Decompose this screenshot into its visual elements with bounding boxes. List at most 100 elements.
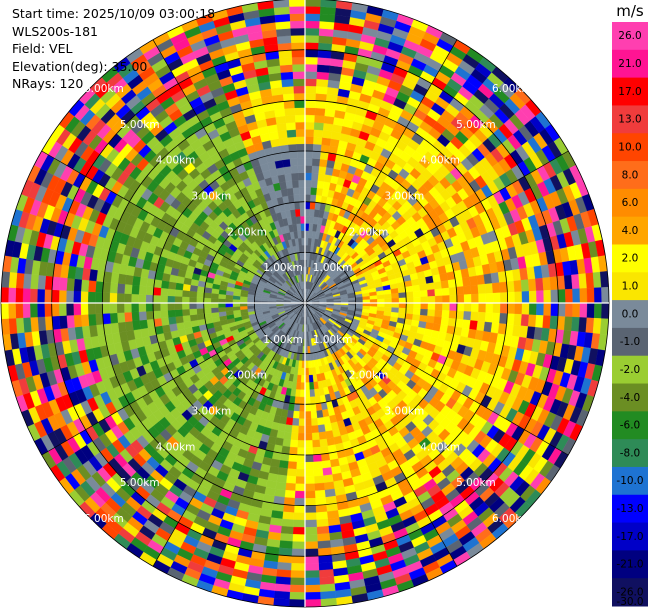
- velocity-gate: [295, 476, 306, 485]
- velocity-gate: [304, 483, 316, 492]
- velocity-gate: [527, 314, 537, 328]
- velocity-gate: [196, 291, 205, 298]
- velocity-gate: [316, 533, 331, 542]
- velocity-gate: [294, 483, 306, 492]
- velocity-gate: [279, 181, 288, 190]
- velocity-gate: [282, 93, 295, 102]
- velocity-gate: [304, 215, 310, 224]
- velocity-gate: [189, 290, 198, 298]
- velocity-gate: [288, 151, 298, 160]
- velocity-gate: [507, 302, 516, 315]
- velocity-gate: [239, 305, 248, 310]
- velocity-gate: [304, 172, 312, 181]
- velocity-gate: [293, 519, 306, 528]
- velocity-gate: [283, 497, 295, 506]
- velocity-gate: [311, 165, 320, 174]
- velocity-gate: [300, 215, 306, 224]
- velocity-gate: [405, 291, 414, 298]
- velocity-gate: [304, 526, 318, 535]
- velocity-gate: [168, 281, 177, 290]
- velocity-gate: [51, 289, 60, 304]
- velocity-gate: [304, 20, 320, 29]
- velocity-gate: [316, 78, 329, 88]
- velocity-gate: [586, 302, 595, 319]
- velocity-gate: [483, 273, 493, 285]
- velocity-gate: [601, 302, 610, 320]
- velocity-gate: [456, 302, 465, 312]
- velocity-gate: [279, 57, 293, 66]
- velocity-gate: [440, 317, 450, 326]
- velocity-gate: [420, 289, 429, 298]
- velocity-gate: [217, 298, 226, 304]
- velocity-gate: [506, 280, 515, 293]
- velocity-gate: [317, 424, 326, 433]
- velocity-gate: [293, 85, 306, 94]
- velocity-gate: [145, 310, 154, 320]
- velocity-gate: [398, 292, 407, 299]
- velocity-gate: [131, 284, 140, 295]
- velocity-gate: [181, 308, 190, 317]
- velocity-gate: [448, 310, 457, 320]
- velocity-gate: [292, 63, 306, 72]
- velocity-gate: [274, 583, 291, 593]
- velocity-gate: [285, 180, 294, 189]
- velocity-gate: [309, 382, 315, 390]
- velocity-gate: [291, 555, 306, 564]
- velocity-gate: [293, 194, 300, 203]
- velocity-gate: [298, 425, 306, 434]
- velocity-gate: [132, 275, 141, 286]
- velocity-gate: [499, 281, 508, 293]
- velocity-gate: [225, 306, 234, 312]
- velocity-gate: [139, 319, 148, 330]
- velocity-gate: [22, 273, 32, 289]
- velocity-gate: [304, 476, 315, 485]
- velocity-gate: [102, 292, 110, 304]
- velocity-gate: [124, 311, 133, 323]
- velocity-gate: [289, 6, 306, 15]
- velocity-gate: [304, 461, 314, 470]
- velocity-gate: [322, 474, 334, 484]
- velocity-gate: [592, 317, 602, 335]
- velocity-gate: [585, 317, 595, 334]
- velocity-gate: [285, 122, 297, 131]
- velocity-gate: [304, 577, 320, 586]
- velocity-gate: [58, 289, 67, 304]
- velocity-gate: [80, 291, 89, 304]
- velocity-gate: [8, 317, 18, 335]
- velocity-gate: [167, 295, 176, 304]
- velocity-gate: [15, 287, 24, 304]
- velocity-gate: [290, 165, 299, 174]
- velocity-gate: [286, 468, 297, 477]
- velocity-gate: [37, 302, 45, 318]
- velocity-gate: [313, 129, 324, 138]
- velocity-gate: [310, 187, 318, 196]
- velocity-gate: [312, 454, 322, 463]
- velocity-gate: [225, 302, 233, 308]
- velocity-gate: [440, 280, 450, 289]
- velocity-gate: [109, 302, 118, 314]
- velocity-gate: [304, 382, 310, 391]
- velocity-gate: [304, 85, 317, 94]
- velocity-gate: [189, 308, 198, 316]
- velocity-gate: [291, 172, 299, 181]
- velocity-gate: [324, 423, 333, 432]
- velocity-gate: [322, 130, 333, 139]
- velocity-gate: [211, 311, 220, 318]
- velocity-gate: [593, 302, 602, 319]
- velocity-gate: [304, 555, 319, 564]
- velocity-gate: [311, 425, 319, 434]
- velocity-gate: [291, 425, 299, 434]
- velocity-gate: [291, 418, 300, 427]
- velocity-gate: [307, 353, 312, 361]
- velocity-gate: [310, 418, 319, 427]
- velocity-gate: [277, 467, 288, 476]
- velocity-gate: [485, 302, 494, 314]
- velocity-gate: [456, 286, 465, 296]
- velocity-gate: [304, 6, 321, 15]
- velocity-gate: [500, 302, 508, 314]
- velocity-gate: [95, 280, 104, 293]
- velocity-gate: [174, 296, 183, 304]
- velocity-gate: [168, 323, 178, 332]
- velocity-gate: [520, 279, 530, 292]
- velocity-gate: [196, 297, 204, 304]
